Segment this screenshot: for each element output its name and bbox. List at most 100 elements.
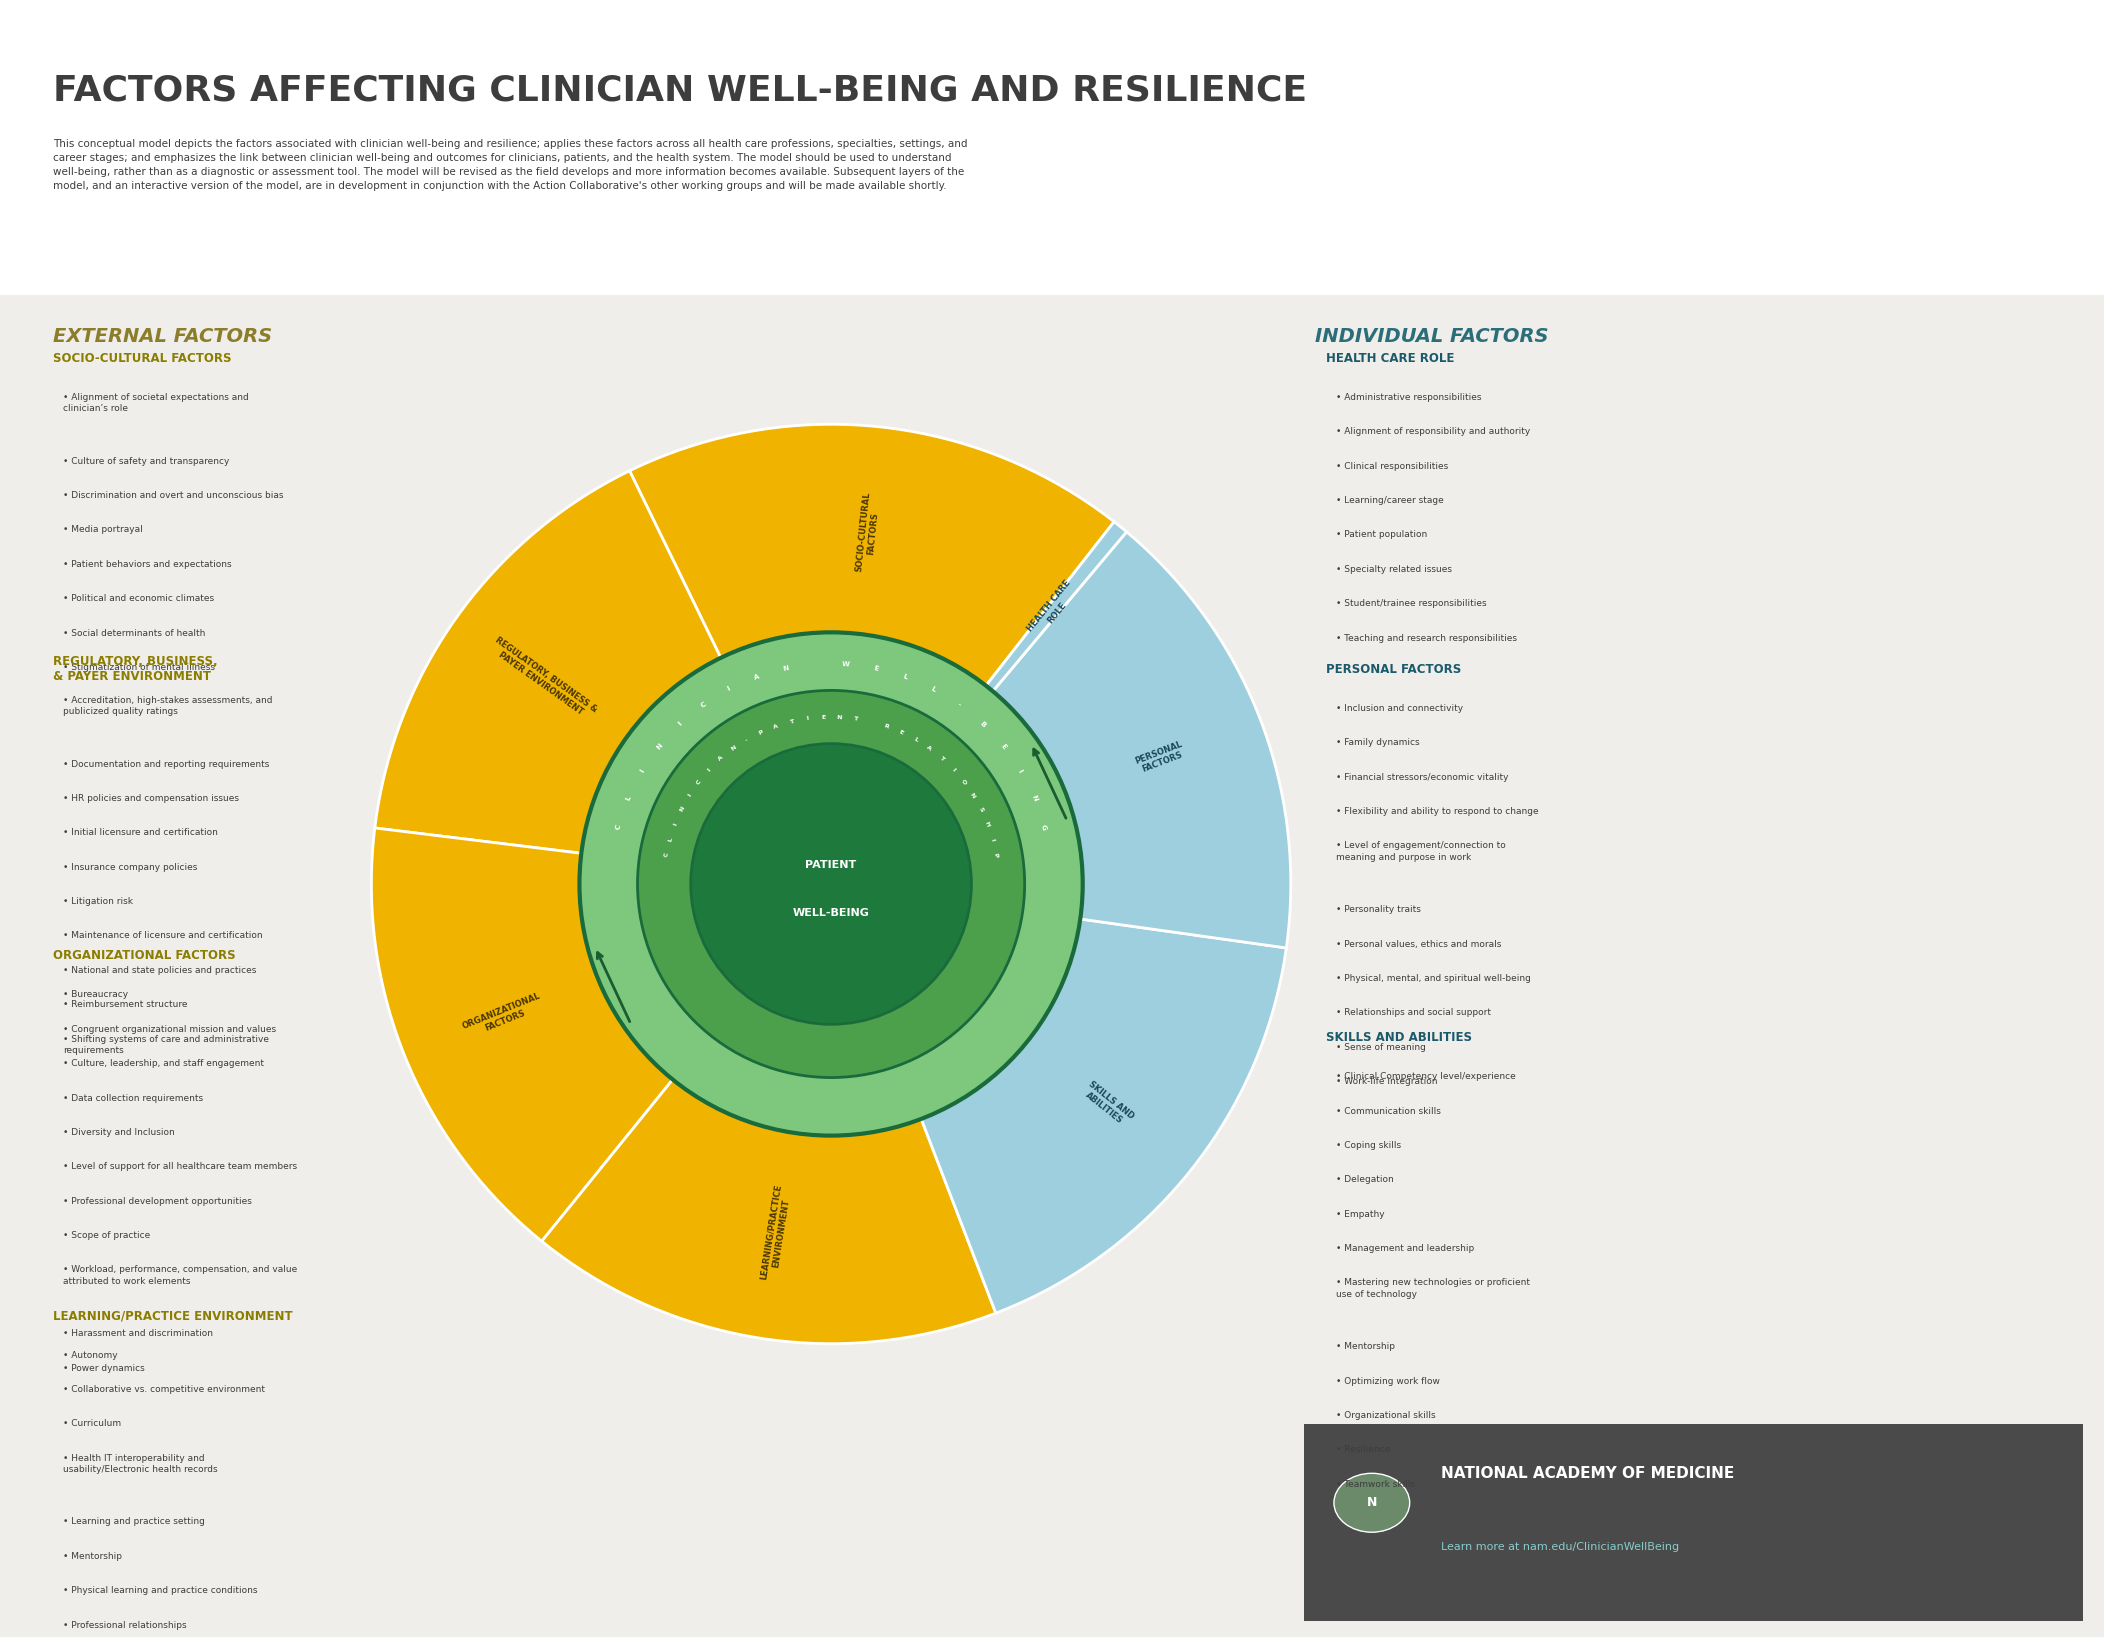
Polygon shape [629, 424, 1115, 884]
Text: • Specialty related issues: • Specialty related issues [1336, 565, 1452, 573]
Text: S: S [976, 805, 985, 812]
Text: • Family dynamics: • Family dynamics [1336, 738, 1420, 746]
Text: N: N [835, 715, 842, 720]
FancyBboxPatch shape [0, 295, 2104, 1637]
Text: WELL-BEING: WELL-BEING [793, 909, 869, 918]
Text: NATIONAL ACADEMY OF MEDICINE: NATIONAL ACADEMY OF MEDICINE [1441, 1465, 1734, 1481]
Text: ORGANIZATIONAL
FACTORS: ORGANIZATIONAL FACTORS [461, 992, 545, 1041]
Text: -: - [745, 737, 749, 743]
Text: • Stigmatization of mental illness: • Stigmatization of mental illness [63, 663, 215, 671]
FancyBboxPatch shape [1304, 1424, 2083, 1621]
Text: • Alignment of responsibility and authority: • Alignment of responsibility and author… [1336, 427, 1530, 435]
Text: P: P [993, 853, 999, 858]
Text: N: N [730, 745, 736, 753]
Text: • Diversity and Inclusion: • Diversity and Inclusion [63, 1128, 175, 1136]
Text: • Initial licensure and certification: • Initial licensure and certification [63, 828, 219, 837]
Text: • Power dynamics: • Power dynamics [63, 1364, 145, 1372]
Text: • Level of engagement/connection to
meaning and purpose in work: • Level of engagement/connection to mean… [1336, 841, 1506, 861]
Text: • Media portrayal: • Media portrayal [63, 525, 143, 534]
Text: • Culture, leadership, and staff engagement: • Culture, leadership, and staff engagem… [63, 1059, 265, 1067]
Polygon shape [831, 884, 1286, 1313]
Text: • Reimbursement structure: • Reimbursement structure [63, 1000, 187, 1008]
Text: • Personal values, ethics and morals: • Personal values, ethics and morals [1336, 940, 1502, 948]
Circle shape [579, 632, 1084, 1136]
Text: • Workload, performance, compensation, and value
attributed to work elements: • Workload, performance, compensation, a… [63, 1265, 297, 1285]
Text: E: E [999, 743, 1008, 750]
Text: ORGANIZATIONAL FACTORS: ORGANIZATIONAL FACTORS [53, 949, 236, 963]
Text: • Financial stressors/economic vitality: • Financial stressors/economic vitality [1336, 773, 1509, 781]
Text: PERSONAL
FACTORS: PERSONAL FACTORS [1134, 740, 1187, 776]
Text: LEARNING/PRACTICE
ENVIRONMENT: LEARNING/PRACTICE ENVIRONMENT [760, 1184, 793, 1282]
Text: B: B [978, 720, 987, 728]
Text: N: N [677, 805, 686, 814]
Text: • Sense of meaning: • Sense of meaning [1336, 1043, 1427, 1051]
Text: • Social determinants of health: • Social determinants of health [63, 629, 206, 637]
Text: • Patient population: • Patient population [1336, 530, 1427, 539]
Text: • Relationships and social support: • Relationships and social support [1336, 1008, 1492, 1017]
Text: • Data collection requirements: • Data collection requirements [63, 1094, 204, 1102]
Text: FACTORS AFFECTING CLINICIAN WELL-BEING AND RESILIENCE: FACTORS AFFECTING CLINICIAN WELL-BEING A… [53, 74, 1307, 108]
Text: • Teamwork skills: • Teamwork skills [1336, 1480, 1416, 1488]
Text: • Teaching and research responsibilities: • Teaching and research responsibilities [1336, 634, 1517, 642]
Text: E: E [821, 715, 825, 720]
Text: SOCIO-CULTURAL FACTORS: SOCIO-CULTURAL FACTORS [53, 352, 231, 365]
Text: I: I [806, 715, 808, 722]
Text: -: - [955, 702, 962, 709]
Text: SKILLS AND
ABILITIES: SKILLS AND ABILITIES [1079, 1079, 1136, 1128]
Text: This conceptual model depicts the factors associated with clinician well-being a: This conceptual model depicts the factor… [53, 139, 968, 192]
Text: N: N [1368, 1496, 1376, 1509]
Text: • Learning and practice setting: • Learning and practice setting [63, 1517, 204, 1526]
Text: • Clinical Competency level/experience: • Clinical Competency level/experience [1336, 1072, 1515, 1080]
Text: C: C [663, 853, 669, 858]
Text: • Congruent organizational mission and values: • Congruent organizational mission and v… [63, 1025, 276, 1033]
Text: I: I [707, 768, 711, 773]
Text: • Documentation and reporting requirements: • Documentation and reporting requiremen… [63, 760, 269, 768]
Text: N: N [1031, 794, 1037, 802]
Text: N: N [970, 792, 976, 799]
Text: I: I [1016, 769, 1023, 774]
FancyBboxPatch shape [0, 0, 2104, 295]
Text: • Learning/career stage: • Learning/career stage [1336, 496, 1443, 504]
Text: A: A [772, 724, 778, 730]
Text: • Organizational skills: • Organizational skills [1336, 1411, 1435, 1419]
Text: PATIENT: PATIENT [806, 859, 856, 869]
Text: C: C [699, 701, 707, 709]
Text: L: L [625, 796, 631, 802]
Polygon shape [831, 532, 1290, 948]
Text: • Communication skills: • Communication skills [1336, 1107, 1441, 1115]
Text: • Political and economic climates: • Political and economic climates [63, 594, 215, 602]
Text: • Accreditation, high-stakes assessments, and
publicized quality ratings: • Accreditation, high-stakes assessments… [63, 696, 274, 715]
Text: • Professional development opportunities: • Professional development opportunities [63, 1197, 252, 1205]
Text: EXTERNAL FACTORS: EXTERNAL FACTORS [53, 327, 271, 347]
Text: • Autonomy: • Autonomy [63, 1351, 118, 1359]
Text: I: I [640, 769, 646, 774]
Text: • Physical, mental, and spiritual well-being: • Physical, mental, and spiritual well-b… [1336, 974, 1532, 982]
Text: • Administrative responsibilities: • Administrative responsibilities [1336, 393, 1481, 401]
Text: SKILLS AND ABILITIES: SKILLS AND ABILITIES [1326, 1031, 1471, 1044]
Text: LEARNING/PRACTICE ENVIRONMENT: LEARNING/PRACTICE ENVIRONMENT [53, 1310, 292, 1323]
Text: • Culture of safety and transparency: • Culture of safety and transparency [63, 457, 229, 465]
Text: I: I [677, 720, 682, 727]
Text: • Insurance company policies: • Insurance company policies [63, 863, 198, 871]
Polygon shape [831, 522, 1126, 884]
Text: A: A [717, 755, 724, 763]
Text: C: C [696, 779, 703, 786]
Text: T: T [789, 719, 793, 725]
Text: • Empathy: • Empathy [1336, 1210, 1384, 1218]
Text: INDIVIDUAL FACTORS: INDIVIDUAL FACTORS [1315, 327, 1549, 347]
Text: REGULATORY, BUSINESS &
PAYER ENVIRONMENT: REGULATORY, BUSINESS & PAYER ENVIRONMENT [488, 635, 600, 722]
Text: A: A [926, 745, 932, 751]
Text: • Scope of practice: • Scope of practice [63, 1231, 149, 1239]
Text: O: O [959, 779, 968, 786]
Text: I: I [726, 686, 732, 692]
Text: A: A [753, 673, 760, 681]
Text: • Flexibility and ability to respond to change: • Flexibility and ability to respond to … [1336, 807, 1538, 815]
Text: T: T [938, 755, 945, 761]
Text: • Level of support for all healthcare team members: • Level of support for all healthcare te… [63, 1162, 297, 1170]
Text: • Delegation: • Delegation [1336, 1175, 1393, 1184]
Text: • HR policies and compensation issues: • HR policies and compensation issues [63, 794, 240, 802]
Text: HEALTH CARE
ROLE: HEALTH CARE ROLE [1027, 579, 1081, 640]
Text: • Clinical responsibilities: • Clinical responsibilities [1336, 462, 1448, 470]
Polygon shape [372, 828, 831, 1241]
Text: C: C [614, 823, 623, 830]
